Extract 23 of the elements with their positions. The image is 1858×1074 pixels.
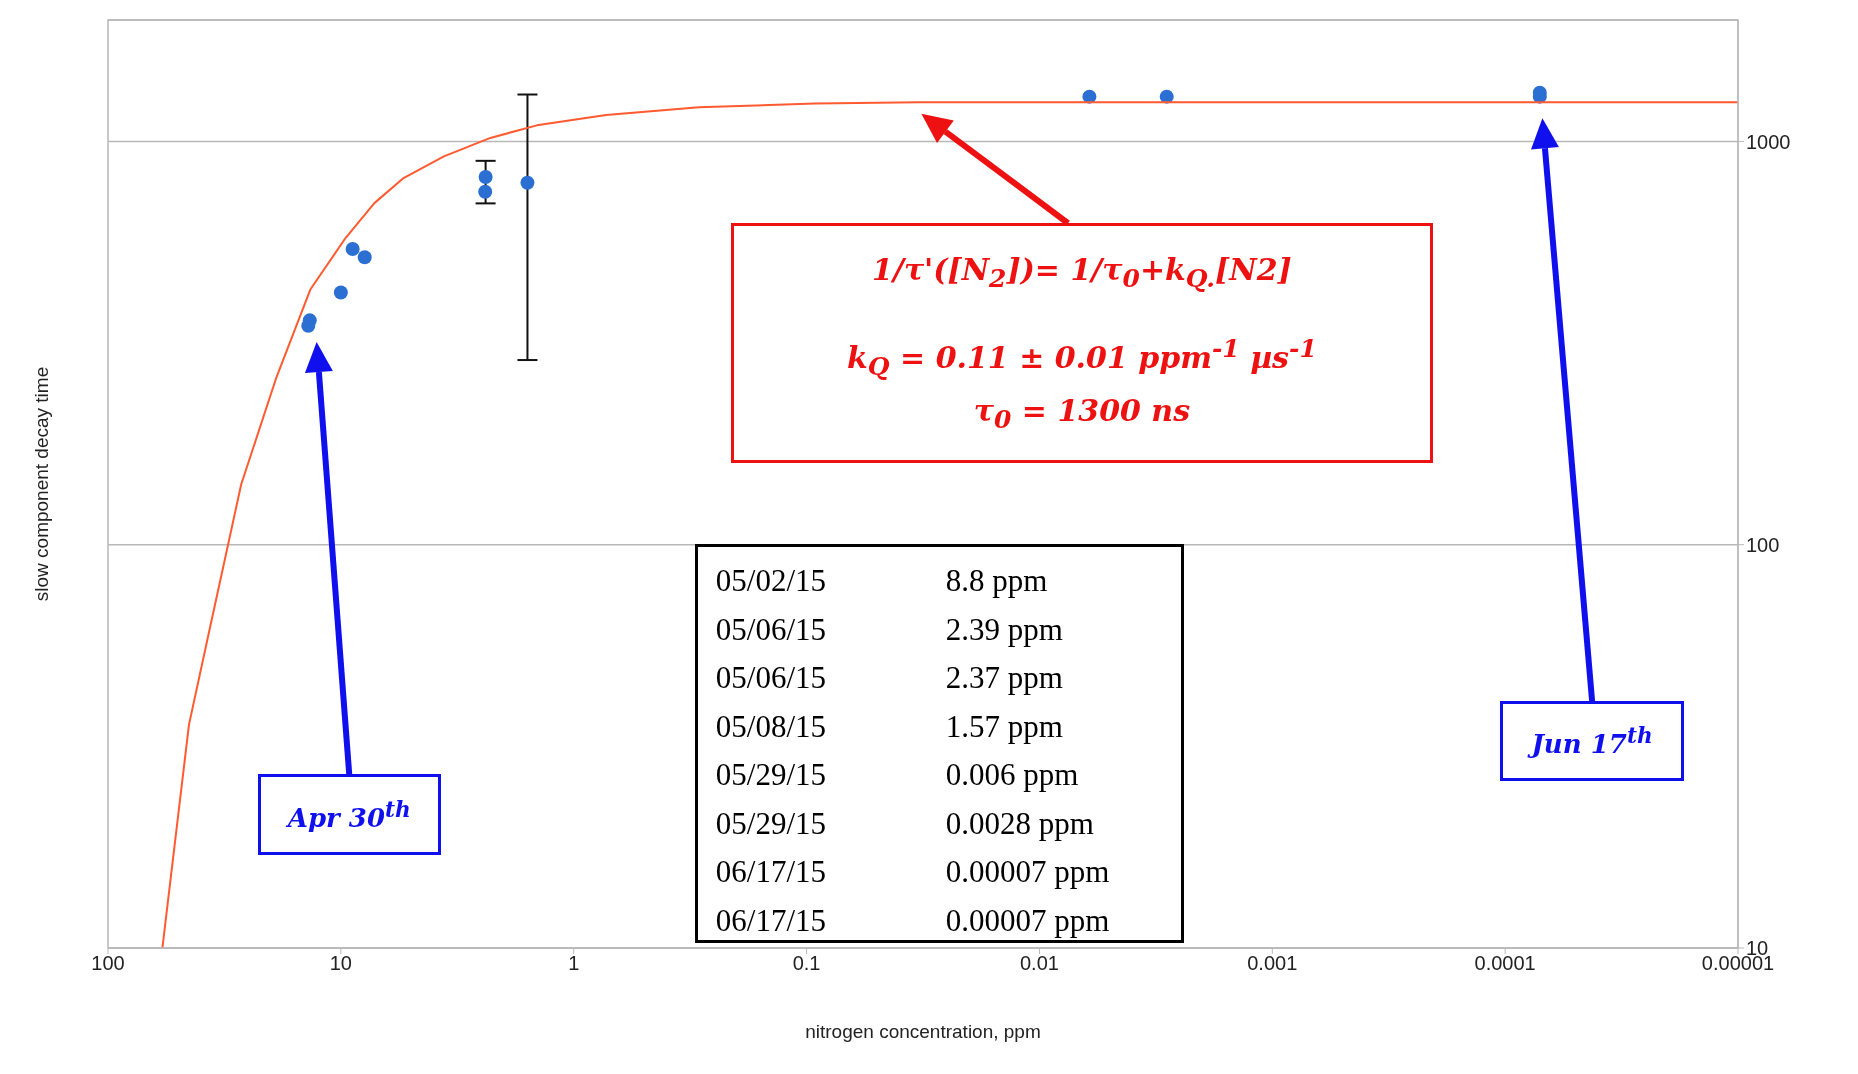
- y-tick-label: 100: [1746, 533, 1780, 556]
- text: 06/17/15 0.00007 ppm: [715, 902, 1110, 938]
- annotation: τ$_{0}$ = 1300 ns: [973, 392, 1191, 434]
- x-tick-label: 0.1: [792, 952, 821, 975]
- y-tick-label: 1000: [1746, 130, 1791, 153]
- text: 05/08/15 1.57 ppm: [715, 708, 1063, 744]
- text: 05/29/15 0.0028 ppm: [715, 805, 1094, 841]
- x-tick-label: 0.001: [1247, 952, 1298, 975]
- y-axis-title: slow component decay time: [31, 366, 52, 602]
- annotation: Apr 30$^{th}$: [287, 796, 411, 833]
- text: 06/17/15 0.00007 ppm: [715, 854, 1110, 890]
- text: 05/29/15 0.006 ppm: [715, 757, 1079, 793]
- annotation: k$_{Q}$ = 0.11 ± 0.01 ppm$^{-1}$ µs$^{-1}$: [847, 333, 1317, 381]
- x-tick-label: 0.01: [1019, 952, 1059, 975]
- annotation: 1/τ'([N$_{2}$])= 1/τ$_{0}$+k$_{Q.}$[N2]: [872, 251, 1292, 293]
- text: 05/06/15 2.39 ppm: [715, 611, 1063, 647]
- x-tick-label: 100: [91, 952, 125, 975]
- x-axis-title: nitrogen concentration, ppm: [805, 1021, 1041, 1042]
- x-tick-label: 0.0001: [1474, 952, 1536, 975]
- text: 05/02/15 8.8 ppm: [715, 563, 1048, 599]
- x-tick-label: 10: [329, 952, 352, 975]
- x-tick-label: 1: [568, 952, 580, 975]
- text: 05/06/15 2.37 ppm: [715, 660, 1063, 696]
